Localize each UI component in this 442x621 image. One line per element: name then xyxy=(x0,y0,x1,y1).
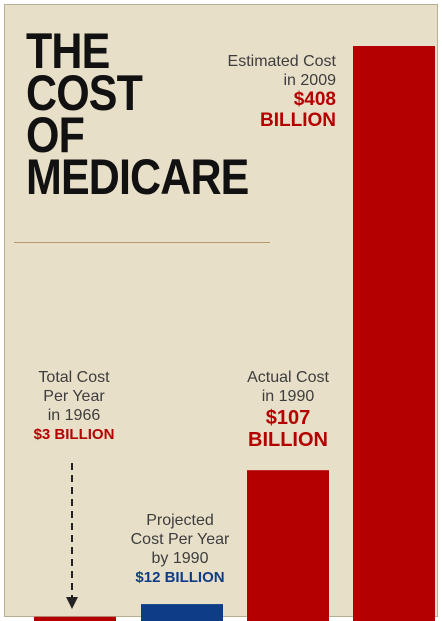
label-line: Actual Cost xyxy=(247,369,329,386)
title-line: THE xyxy=(26,23,110,79)
label-line: Total Cost xyxy=(38,369,110,386)
bar-label-1966: Total Cost Per Year in 1966 $3 BILLION xyxy=(14,368,134,444)
bar-1966 xyxy=(34,616,116,621)
bar-1990-projected xyxy=(141,604,223,621)
label-line: in 1966 xyxy=(47,407,101,425)
title-line: MEDICARE xyxy=(26,149,249,205)
bar-label-1990-projected: Projected Cost Per Year by 1990 $12 BILL… xyxy=(116,511,244,587)
title-divider xyxy=(14,242,270,243)
label-line: in 1990 xyxy=(261,388,315,406)
infographic-title: THE COST OF MEDICARE xyxy=(26,23,249,205)
value-label: $3 BILLION xyxy=(33,425,115,443)
bar-2009 xyxy=(353,46,435,621)
value-label: $408 xyxy=(293,89,336,111)
title-line: COST xyxy=(26,65,143,121)
arrow-head-icon xyxy=(66,597,78,609)
bar-label-1990-actual: Actual Cost in 1990 $107 BILLION xyxy=(232,368,344,450)
title-line: OF xyxy=(26,107,85,163)
label-line: Per Year xyxy=(43,388,105,406)
bar-1990-actual xyxy=(247,470,329,621)
label-line: by 1990 xyxy=(151,550,209,568)
label-line: Cost Per Year xyxy=(130,531,230,549)
label-line: Estimated Cost xyxy=(227,53,336,70)
bar-label-2009: Estimated Cost in 2009 $408 BILLION xyxy=(228,52,336,131)
value-label: BILLION xyxy=(260,109,336,131)
value-label: BILLION xyxy=(248,429,328,452)
label-line: Projected xyxy=(146,512,214,529)
value-label: $12 BILLION xyxy=(135,568,225,586)
label-line: in 2009 xyxy=(283,72,337,90)
value-label: $107 xyxy=(265,407,311,430)
